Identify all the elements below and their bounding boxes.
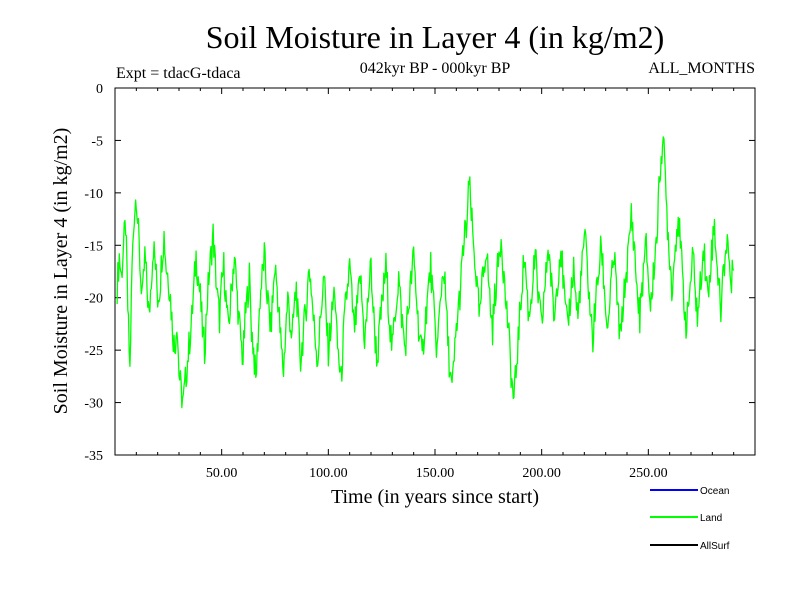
y-axis-label: Soil Moisture in Layer 4 (in kg/m2) — [50, 128, 72, 415]
experiment-label: Expt = tdacG-tdaca — [116, 65, 241, 82]
y-tick-label: -10 — [84, 187, 103, 202]
plot-frame — [114, 87, 756, 456]
y-tick-label: -30 — [84, 397, 103, 412]
y-tick-label: -20 — [84, 292, 103, 307]
x-axis: 50.00 100.00 150.00 200.00 250.00 — [135, 88, 735, 481]
chart-title: Soil Moisture in Layer 4 (in kg/m2) — [206, 19, 665, 55]
y-axis: 0 -5 -10 -15 -20 -25 -30 -35 — [84, 82, 755, 464]
series-line-land — [116, 136, 735, 409]
legend-label-allsurf: AllSurf — [700, 541, 730, 552]
legend-label-land: Land — [700, 513, 722, 524]
x-tick-label: 50.00 — [206, 466, 238, 481]
series-layer — [116, 136, 735, 409]
y-tick-label: 0 — [96, 82, 103, 97]
x-tick-label: 100.00 — [309, 466, 348, 481]
y-tick-label: -5 — [91, 134, 103, 149]
months-label: ALL_MONTHS — [648, 60, 755, 77]
y-tick-label: -25 — [84, 344, 103, 359]
legend: Ocean Land AllSurf — [650, 486, 730, 552]
period-label: 042kyr BP - 000kyr BP — [360, 60, 511, 77]
x-tick-label: 200.00 — [522, 466, 561, 481]
legend-label-ocean: Ocean — [700, 486, 729, 497]
x-axis-label: Time (in years since start) — [331, 486, 539, 508]
x-tick-label: 150.00 — [416, 466, 455, 481]
y-tick-label: -15 — [84, 239, 103, 254]
y-tick-label: -35 — [84, 449, 103, 464]
x-tick-label: 250.00 — [629, 466, 668, 481]
